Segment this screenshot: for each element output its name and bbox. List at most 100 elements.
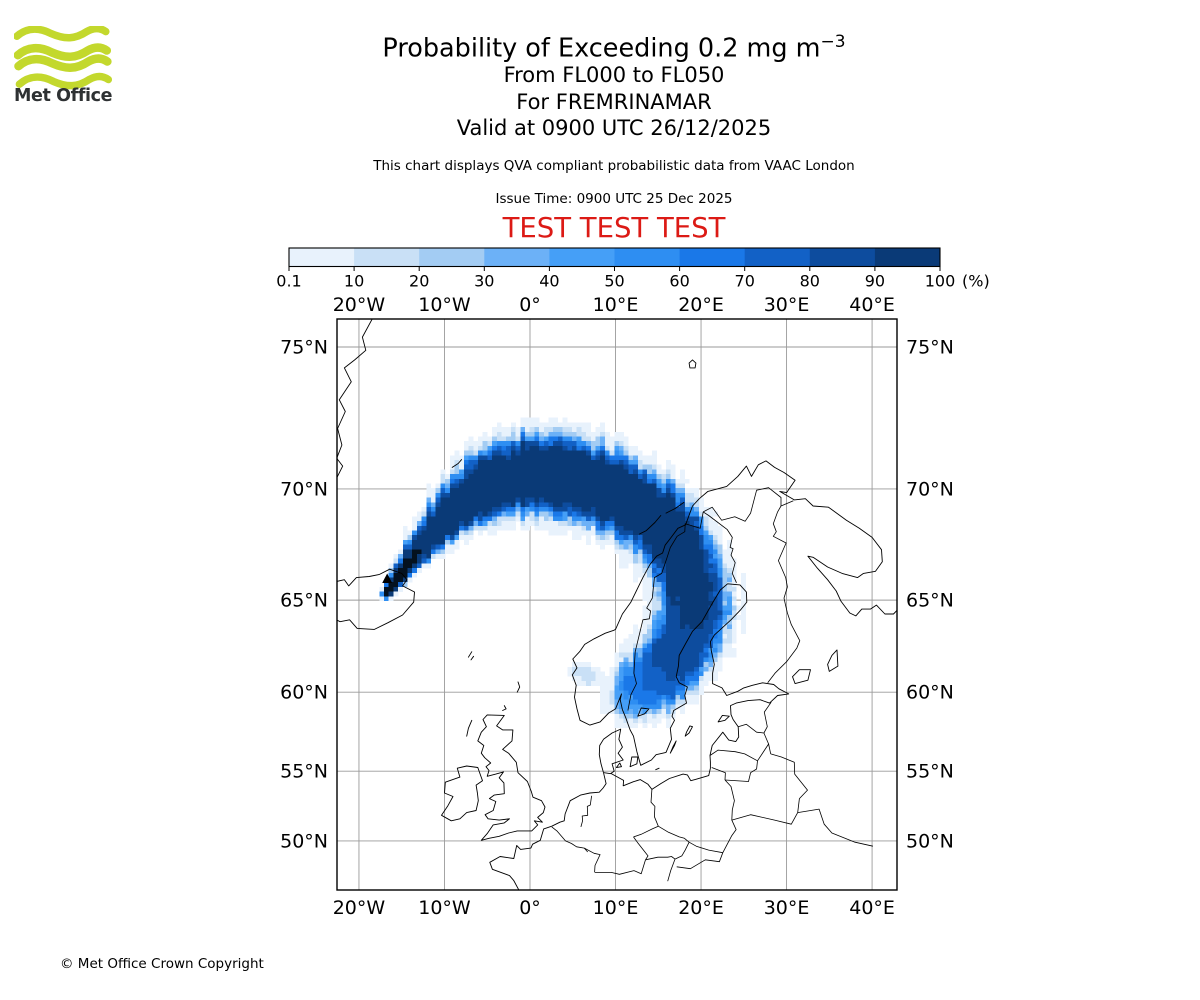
colorbar-segment	[614, 248, 681, 267]
colorbar-segment	[354, 248, 420, 267]
colorbar-unit-label: (%)	[962, 272, 990, 291]
colorbar-tick-labels: 0.1 10 20 30 40 50 60 70 80 90 100	[276, 272, 955, 291]
met-office-logo: Met Office	[13, 24, 114, 110]
subtitle-volcano: For FREMRINAMAR	[516, 89, 712, 114]
map-frame	[336, 318, 898, 891]
coastline-path	[502, 705, 507, 711]
border-path	[738, 723, 764, 734]
border-path	[763, 701, 772, 734]
chart-subtitles: From FL000 to FL050 For FREMRINAMAR Vali…	[14, 62, 1200, 142]
lon-tick-label-bottom: 10°E	[593, 897, 639, 919]
border-path	[676, 852, 724, 870]
border-path	[770, 753, 808, 813]
border-path	[658, 825, 690, 843]
qva-note: This chart displays QVA compliant probab…	[373, 158, 855, 174]
coastline-path	[467, 651, 473, 658]
coastline-path	[827, 649, 839, 672]
lon-tick-label-top: 10°E	[593, 294, 639, 316]
lon-tick-label-top: 0°	[519, 294, 541, 316]
colorbar-segment	[809, 248, 876, 267]
colorbar-tick-label: 60	[669, 272, 689, 291]
colorbar-tick-label: 30	[474, 272, 494, 291]
country-borders	[551, 487, 873, 882]
border-path	[763, 732, 769, 745]
lon-tick-label-bottom: 10°W	[418, 897, 471, 919]
colorbar-tick-label: 40	[539, 272, 559, 291]
border-path	[584, 847, 601, 873]
test-banner: TEST TEST TEST	[502, 212, 726, 244]
border-path	[674, 842, 690, 860]
border-path	[767, 505, 801, 684]
coastline-path	[639, 515, 662, 535]
border-path	[703, 487, 782, 522]
logo-wave-ribbon	[15, 72, 113, 90]
colorbar-tick-label: 0.1	[276, 272, 301, 291]
coastline-path	[684, 725, 693, 737]
subtitle-flight-levels: From FL000 to FL050	[503, 63, 725, 87]
subtitle-valid-time: Valid at 0900 UTC 26/12/2025	[456, 116, 772, 141]
coastline-path	[615, 762, 622, 768]
issue-time: Issue Time: 0900 UTC 25 Dec 2025	[495, 191, 733, 207]
coastline-path	[337, 568, 415, 630]
lon-tick-label-bottom: 20°W	[333, 897, 386, 919]
lat-tick-label-right: 70°N	[906, 478, 954, 500]
border-path	[650, 789, 659, 827]
colorbar-ticks	[288, 266, 941, 271]
coastline-path	[441, 765, 483, 822]
colorbar-tick-label: 10	[344, 272, 364, 291]
chart-title: Probability of Exceeding 0.2 mg m−3	[14, 27, 1200, 64]
lat-tick-label-left: 70°N	[280, 478, 328, 500]
colorbar-segments	[289, 248, 941, 267]
colorbar-tick-label: 50	[604, 272, 624, 291]
coastline-path	[688, 359, 697, 369]
border-path	[633, 825, 659, 838]
coastline-path	[489, 460, 897, 890]
colorbar-segment	[484, 248, 550, 267]
coastline-path	[470, 655, 475, 661]
logo-wave-ribbon	[13, 43, 112, 61]
border-path	[580, 795, 592, 828]
coastline-path	[477, 714, 546, 841]
lon-tick-label-top: 10°W	[418, 294, 471, 316]
chart-title-text: Probability of Exceeding 0.2 mg m	[382, 33, 821, 64]
coastline-path	[669, 740, 677, 754]
lon-tick-label-bottom: 0°	[519, 897, 541, 919]
coastline-path	[466, 719, 473, 737]
border-path	[722, 779, 737, 853]
map-gridlines	[337, 319, 897, 890]
lat-tick-label-right: 75°N	[906, 337, 954, 359]
volcano-marker-icon	[382, 573, 393, 584]
colorbar-tick-label: 100	[925, 272, 956, 291]
lat-tick-label-left: 60°N	[280, 682, 328, 704]
border-path	[711, 767, 726, 781]
border-path	[551, 826, 589, 853]
border-path	[724, 760, 758, 782]
colorbar-tick-label: 80	[800, 272, 820, 291]
logo-wave-ribbon	[14, 54, 112, 72]
coastline-path	[451, 459, 463, 468]
lat-tick-label-left: 50°N	[280, 830, 328, 852]
colorbar-segment	[679, 248, 746, 267]
border-path	[702, 511, 737, 583]
coastline-path	[792, 669, 811, 685]
colorbar-tick-label: 70	[735, 272, 755, 291]
lat-tick-label-left: 55°N	[280, 761, 328, 783]
lat-tick-label-right: 50°N	[906, 830, 954, 852]
lon-tick-label-top: 30°E	[764, 294, 810, 316]
border-path	[688, 841, 723, 854]
coastline-path	[337, 319, 373, 479]
plume-cells	[379, 417, 747, 729]
border-path	[780, 500, 794, 507]
border-path	[603, 772, 611, 775]
border-path	[645, 856, 676, 861]
probability-map: 20°W 20°W 10°W 10°W 0° 0° 10°E 10°E 20°E 20°E 30°E…	[280, 294, 954, 919]
coastline-path	[665, 501, 685, 514]
axis-labels: 20°W 20°W 10°W 10°W 0° 0° 10°E 10°E 20°E 20°E 30°E…	[280, 294, 954, 919]
colorbar-segment	[419, 248, 485, 267]
colorbar-segment	[289, 248, 355, 267]
lat-tick-label-right: 55°N	[906, 761, 954, 783]
border-path	[627, 511, 704, 711]
coastline-path	[637, 707, 650, 717]
border-path	[595, 859, 646, 875]
